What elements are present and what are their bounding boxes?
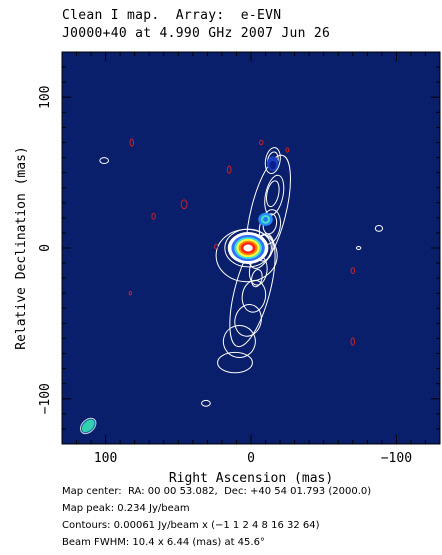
positive-contour xyxy=(99,157,110,164)
y-tick-label: 100 xyxy=(38,85,53,108)
x-tick-label: 0 xyxy=(247,451,255,466)
positive-contour xyxy=(234,304,262,337)
jet-knot-core xyxy=(269,160,277,170)
negative-contour xyxy=(128,290,132,296)
negative-contour xyxy=(214,243,219,250)
positive-contour xyxy=(374,224,384,232)
jet-knot-inner xyxy=(263,217,268,222)
x-axis-label: Right Ascension (mas) xyxy=(169,471,333,486)
positive-contour xyxy=(355,246,362,250)
positive-contour xyxy=(245,154,291,269)
beam-ellipse-fill xyxy=(81,419,95,433)
negative-contour xyxy=(180,199,188,210)
y-axis-label: Relative Declination (mas) xyxy=(14,146,29,350)
beam-fwhm-text: Beam FWHM: 10.4 x 6.44 (mas) at 45.6° xyxy=(62,537,265,548)
y-tick-label: −100 xyxy=(38,383,53,414)
positive-contour xyxy=(201,399,211,407)
negative-contour xyxy=(285,147,290,153)
chart-title-line1: Clean I map. Array: e-EVN xyxy=(62,8,282,23)
chart-title-line2: J0000+40 at 4.990 GHz 2007 Jun 26 xyxy=(62,26,331,41)
map-peak-text: Map peak: 0.234 Jy/beam xyxy=(62,503,190,514)
core-component xyxy=(243,244,253,252)
axes-layer: 100 0 −100 100 0 −100 Right Ascension (mas) Rel… xyxy=(14,52,440,486)
core-contour xyxy=(215,228,278,283)
positive-contour xyxy=(222,324,256,358)
map-center-text: Map center: RA: 00 00 53.082, Dec: +40 5… xyxy=(62,486,372,497)
negative-contour xyxy=(151,212,156,220)
positive-contour xyxy=(266,180,280,208)
contour-layer xyxy=(79,138,384,435)
negative-contour xyxy=(226,165,232,174)
x-tick-label: −100 xyxy=(381,451,412,466)
x-tick-label: 100 xyxy=(94,451,117,466)
negative-contour xyxy=(350,267,356,275)
positive-contour xyxy=(264,147,281,175)
negative-contour xyxy=(350,337,356,346)
contours-text: Contours: 0.00061 Jy/beam x (−1 1 2 4 8 … xyxy=(62,520,320,531)
y-tick-label: 0 xyxy=(38,244,53,252)
positive-contour xyxy=(251,269,263,288)
positive-contour xyxy=(217,351,253,374)
negative-contour xyxy=(129,138,135,147)
negative-contour xyxy=(258,139,264,146)
